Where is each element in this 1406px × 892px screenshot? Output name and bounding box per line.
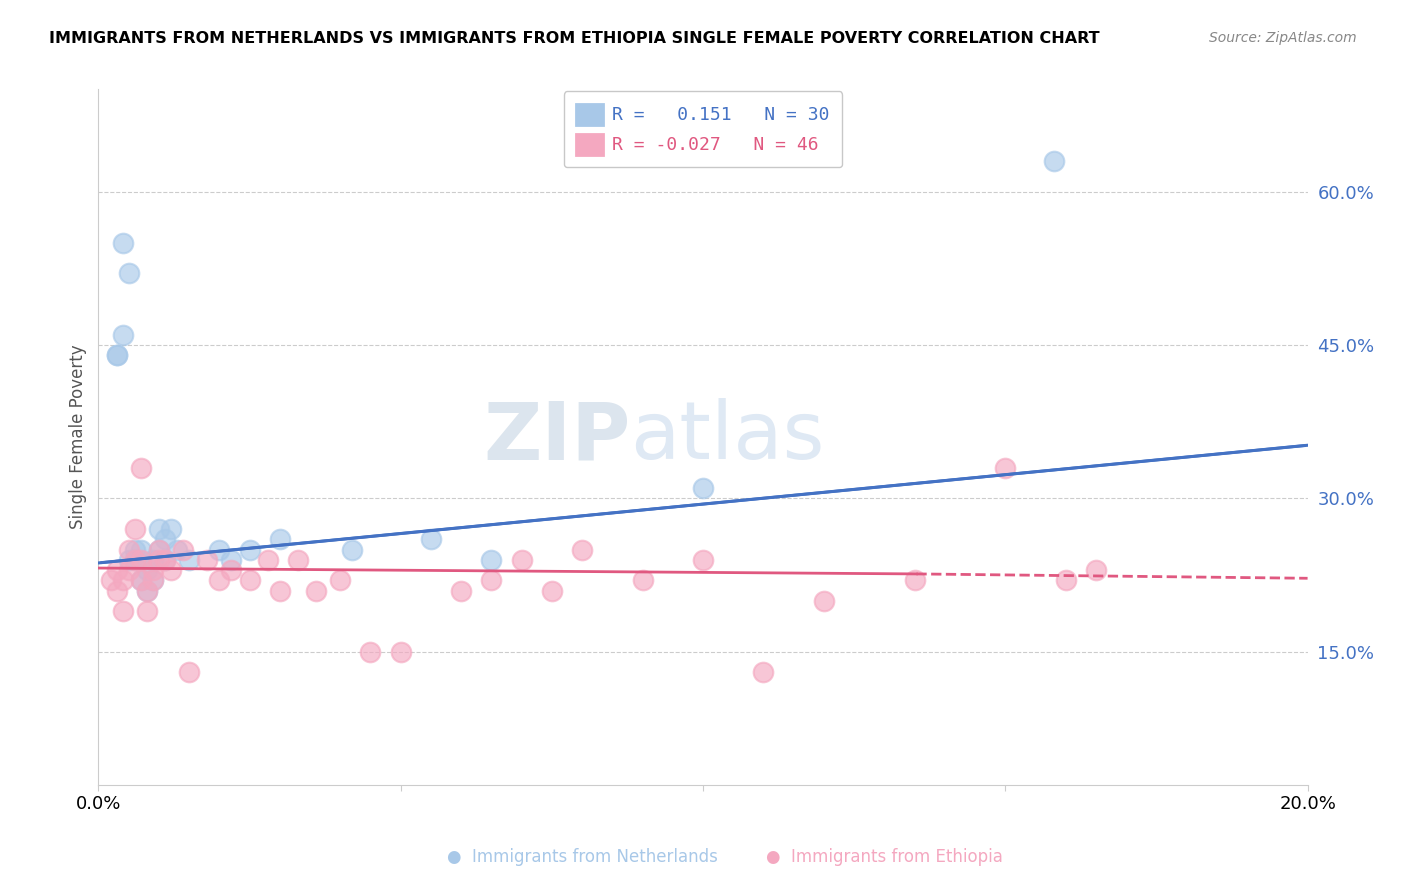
Point: [118, 563, 141, 577]
Point: [129, 460, 152, 475]
Point: [129, 574, 152, 588]
Point: [129, 542, 152, 557]
Text: IMMIGRANTS FROM NETHERLANDS VS IMMIGRANTS FROM ETHIOPIA SINGLE FEMALE POVERTY CO: IMMIGRANTS FROM NETHERLANDS VS IMMIGRANT…: [49, 31, 1099, 46]
Point: [135, 604, 157, 618]
Legend: R =   0.151   N = 30, R = -0.027   N = 46: R = 0.151 N = 30, R = -0.027 N = 46: [564, 91, 842, 168]
Point: [813, 594, 835, 608]
Text: atlas: atlas: [630, 398, 825, 476]
Point: [148, 542, 170, 557]
Text: ●  Immigrants from Netherlands: ● Immigrants from Netherlands: [447, 847, 717, 865]
Point: [481, 553, 503, 567]
Point: [305, 583, 328, 598]
Point: [221, 563, 243, 577]
Point: [148, 553, 170, 567]
Point: [148, 542, 170, 557]
Point: [111, 574, 134, 588]
Point: [111, 604, 134, 618]
Point: [105, 348, 128, 362]
Point: [124, 522, 146, 536]
Point: [105, 348, 128, 362]
Point: [142, 574, 165, 588]
Point: [752, 665, 775, 680]
Point: [105, 583, 128, 598]
Point: [111, 327, 134, 342]
Point: [129, 574, 152, 588]
Point: [1042, 153, 1064, 168]
Point: [256, 553, 278, 567]
Point: [692, 481, 714, 495]
Point: [142, 574, 165, 588]
Y-axis label: Single Female Poverty: Single Female Poverty: [69, 345, 87, 529]
Point: [994, 460, 1017, 475]
Point: [153, 553, 176, 567]
Point: [631, 574, 654, 588]
Point: [481, 574, 503, 588]
Point: [179, 665, 201, 680]
Point: [129, 553, 152, 567]
Point: [195, 553, 218, 567]
Point: [287, 553, 309, 567]
Point: [329, 574, 352, 588]
Point: [111, 235, 134, 250]
Point: [142, 553, 165, 567]
Point: [153, 553, 176, 567]
Point: [172, 542, 194, 557]
Point: [135, 583, 157, 598]
Point: [148, 522, 170, 536]
Point: [510, 553, 533, 567]
Point: [179, 553, 201, 567]
Point: [269, 583, 291, 598]
Point: [118, 266, 141, 280]
Point: [124, 542, 146, 557]
Point: [420, 533, 443, 547]
Point: [166, 542, 188, 557]
Point: [105, 563, 128, 577]
Text: ●  Immigrants from Ethiopia: ● Immigrants from Ethiopia: [766, 847, 1002, 865]
Point: [124, 553, 146, 567]
Point: [904, 574, 927, 588]
Point: [208, 574, 231, 588]
Text: ZIP: ZIP: [484, 398, 630, 476]
Point: [389, 645, 412, 659]
Point: [1054, 574, 1077, 588]
Point: [571, 542, 593, 557]
Point: [269, 533, 291, 547]
Point: [540, 583, 562, 598]
Point: [360, 645, 382, 659]
Point: [124, 553, 146, 567]
Point: [118, 553, 141, 567]
Point: [160, 522, 183, 536]
Point: [135, 583, 157, 598]
Point: [450, 583, 472, 598]
Point: [342, 542, 364, 557]
Point: [135, 563, 157, 577]
Point: [160, 563, 183, 577]
Point: [221, 553, 243, 567]
Point: [100, 574, 122, 588]
Point: [1085, 563, 1108, 577]
Point: [118, 542, 141, 557]
Point: [208, 542, 231, 557]
Point: [153, 533, 176, 547]
Point: [239, 542, 262, 557]
Point: [239, 574, 262, 588]
Text: Source: ZipAtlas.com: Source: ZipAtlas.com: [1209, 31, 1357, 45]
Point: [692, 553, 714, 567]
Point: [142, 563, 165, 577]
